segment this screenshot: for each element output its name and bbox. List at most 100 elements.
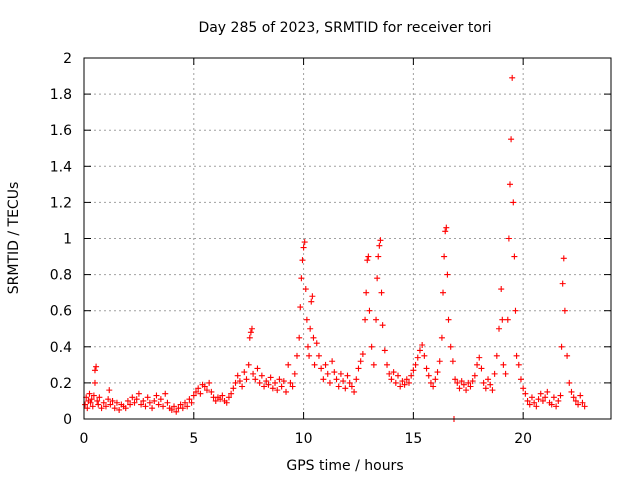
data-point [566, 379, 573, 386]
data-point [528, 394, 535, 401]
data-point [548, 401, 555, 408]
data-point [340, 378, 347, 385]
data-point [82, 401, 89, 408]
data-point [95, 401, 102, 408]
data-point [438, 334, 445, 341]
data-point [151, 397, 158, 404]
data-point [140, 397, 147, 404]
data-point [515, 361, 522, 368]
data-point [252, 376, 259, 383]
data-point [581, 403, 588, 410]
data-point [315, 352, 322, 359]
data-point [351, 388, 358, 395]
data-point [91, 379, 98, 386]
y-tick-label: 2 [63, 51, 72, 67]
data-point [280, 378, 287, 385]
data-point [509, 74, 516, 81]
data-point [364, 257, 371, 264]
data-point [499, 316, 506, 323]
data-point [90, 392, 97, 399]
data-point [96, 394, 103, 401]
data-point [109, 397, 116, 404]
y-tick-label: 1.4 [50, 159, 72, 175]
data-point [173, 408, 180, 415]
grid-lines [84, 58, 611, 419]
data-point [248, 325, 255, 332]
data-point [113, 399, 120, 406]
data-point [302, 286, 309, 293]
data-point [300, 244, 307, 251]
y-tick-labels: 0 0.2 0.4 0.6 0.8 1 1.2 1.4 1.6 1.8 2 [50, 51, 72, 428]
data-point [269, 385, 276, 392]
data-point [89, 403, 96, 410]
axis-ticks [83, 57, 611, 420]
data-point [355, 365, 362, 372]
data-point [366, 307, 373, 314]
data-point [298, 275, 305, 282]
data-point [320, 376, 327, 383]
data-point [449, 358, 456, 365]
data-point [444, 271, 451, 278]
data-point [375, 253, 382, 260]
data-point [304, 343, 311, 350]
data-point [127, 401, 134, 408]
data-point [94, 397, 101, 404]
data-point [376, 242, 383, 249]
data-point [307, 325, 314, 332]
data-point [291, 370, 298, 377]
data-point [405, 379, 412, 386]
x-axis-label: GPS time / hours [286, 458, 403, 474]
data-point [454, 379, 461, 386]
data-point [278, 383, 285, 390]
data-point [442, 228, 449, 235]
data-point [308, 298, 315, 305]
data-point [410, 367, 417, 374]
data-point [522, 390, 529, 397]
data-point [310, 334, 317, 341]
data-point [397, 383, 404, 390]
data-point [496, 325, 503, 332]
data-point [168, 406, 175, 413]
data-point [160, 403, 167, 410]
data-point [531, 399, 538, 406]
data-point [333, 376, 340, 383]
data-point [441, 253, 448, 260]
data-point [471, 372, 478, 379]
data-point [276, 376, 283, 383]
data-point [513, 352, 520, 359]
data-point [258, 372, 265, 379]
data-point [432, 376, 439, 383]
data-point [146, 399, 153, 406]
data-point [414, 354, 421, 361]
data-point [474, 361, 481, 368]
data-point [318, 365, 325, 372]
plot-frame [83, 57, 612, 420]
data-point [236, 378, 243, 385]
data-point [544, 388, 551, 395]
data-point [403, 376, 410, 383]
data-point [460, 381, 467, 388]
data-point [533, 403, 540, 410]
data-point [142, 403, 149, 410]
data-point [504, 316, 511, 323]
data-point [555, 397, 562, 404]
data-point [87, 399, 94, 406]
data-point [289, 383, 296, 390]
data-point [570, 394, 577, 401]
x-tick-label: 0 [80, 431, 89, 447]
x-tick-labels: 0 5 10 15 20 [80, 431, 533, 447]
data-point [443, 224, 450, 231]
data-point [122, 405, 129, 412]
data-point [296, 334, 303, 341]
data-point [539, 397, 546, 404]
data-point [337, 370, 344, 377]
data-point [561, 307, 568, 314]
data-point [84, 405, 91, 412]
data-point [313, 340, 320, 347]
data-point [401, 381, 408, 388]
data-point [357, 358, 364, 365]
data-point [192, 388, 199, 395]
data-point [195, 385, 202, 392]
y-tick-label: 0.6 [50, 304, 72, 320]
